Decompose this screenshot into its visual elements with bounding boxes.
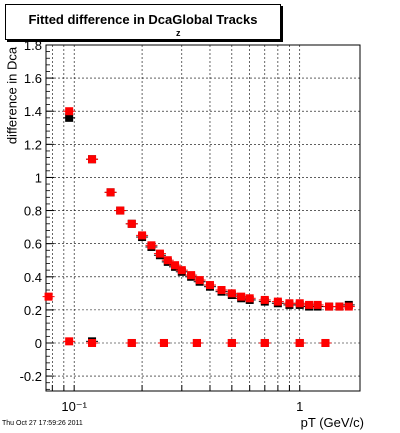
data-point: [325, 302, 334, 311]
data-point: [192, 338, 201, 347]
data-point: [335, 302, 344, 311]
y-tick-label: 0.2: [24, 303, 42, 318]
data-point: [205, 281, 214, 290]
data-point: [344, 302, 353, 311]
data-point: [171, 261, 180, 270]
y-tick-label: 1.6: [24, 71, 42, 86]
data-point: [88, 338, 97, 347]
y-tick-label: 0.4: [24, 270, 42, 285]
grid-lines: [46, 44, 360, 391]
data-point: [88, 155, 97, 164]
data-point: [321, 338, 330, 347]
y-tick-label: 1: [35, 170, 42, 185]
data-point: [195, 276, 204, 285]
data-point: [163, 256, 172, 265]
data-point: [177, 266, 186, 275]
x-axis-label: pT (GeV/c): [300, 415, 364, 430]
axis-ticks: -0.2 0 0.2 0.4 0.6 0.8 1 1.2 1.4 1.6 1.8 10⁻¹ 1: [20, 38, 304, 414]
y-tick-label: 0.6: [24, 237, 42, 252]
data-point: [245, 294, 254, 303]
data-point: [313, 300, 322, 309]
data-point: [44, 292, 53, 301]
data-point: [227, 289, 236, 298]
data-point: [106, 188, 115, 197]
y-tick-label: 1.4: [24, 104, 42, 119]
data-point: [273, 297, 282, 306]
data-point: [147, 241, 156, 250]
y-tick-label: 1.2: [24, 137, 42, 152]
data-point: [237, 292, 246, 301]
data-point: [295, 299, 304, 308]
data-point: [65, 107, 74, 116]
chart-title: Fitted difference in DcaGlobal Tracks: [28, 12, 258, 27]
x-tick-label: 1: [296, 399, 303, 414]
data-points: [42, 107, 355, 347]
data-point: [65, 337, 74, 346]
data-point: [260, 338, 269, 347]
y-tick-label: 1.8: [24, 38, 42, 53]
data-point: [187, 271, 196, 280]
timestamp-footer: Thu Oct 27 17:59:26 2011: [2, 420, 83, 427]
data-point: [155, 249, 164, 258]
y-tick-label: 0: [35, 336, 42, 351]
data-point: [127, 338, 136, 347]
data-point: [227, 338, 236, 347]
chart-title-box: Fitted difference in DcaGlobal Tracks z: [5, 4, 281, 40]
data-point: [65, 113, 74, 122]
data-point: [295, 338, 304, 347]
data-point: [127, 219, 136, 228]
y-axis-label: difference in Dca: [4, 46, 20, 145]
y-tick-label: 0.8: [24, 204, 42, 219]
x-tick-label: 10⁻¹: [61, 399, 87, 414]
data-point: [260, 295, 269, 304]
chart-title-subscript: z: [176, 28, 181, 38]
data-point: [217, 286, 226, 295]
y-tick-label: -0.2: [20, 369, 42, 384]
data-point: [138, 231, 147, 240]
data-point: [305, 300, 314, 309]
data-point: [285, 299, 294, 308]
data-point: [116, 206, 125, 215]
data-point: [159, 338, 168, 347]
